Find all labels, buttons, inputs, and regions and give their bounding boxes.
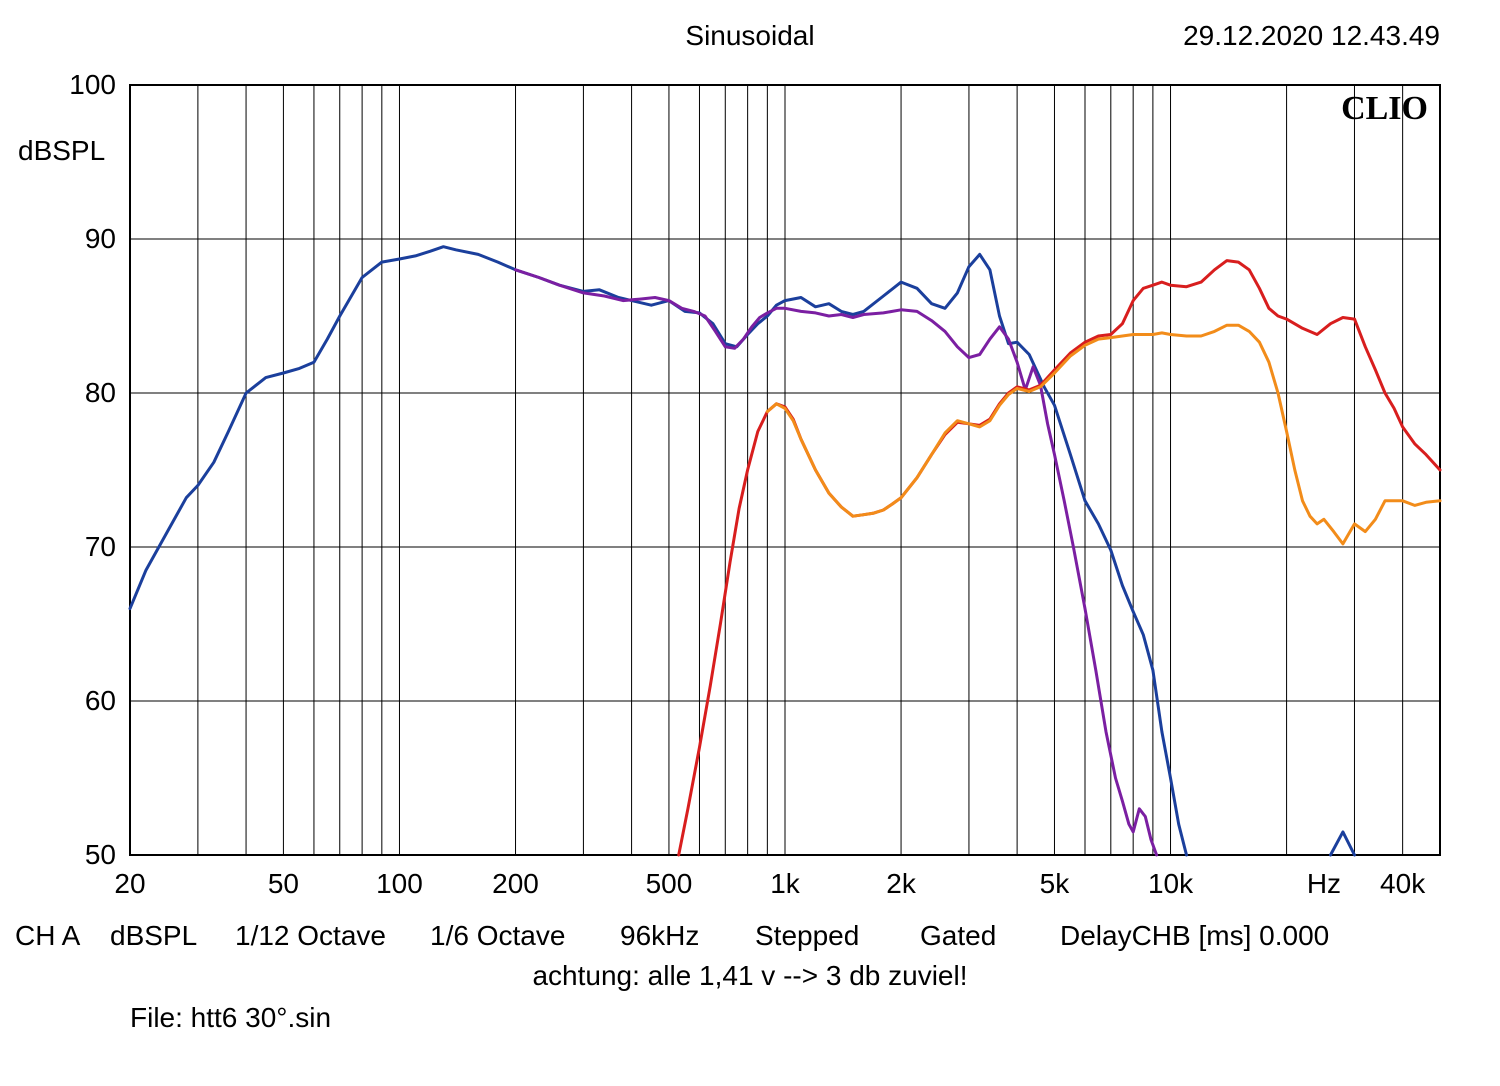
- footer-item: 1/6 Octave: [430, 920, 565, 951]
- x-tick-label: 20: [114, 868, 145, 899]
- y-tick-label: 80: [85, 377, 116, 408]
- x-tick-label: 1k: [770, 868, 801, 899]
- y-tick-label: 50: [85, 839, 116, 870]
- y-tick-label: 70: [85, 531, 116, 562]
- footer-item: dBSPL: [110, 920, 197, 951]
- footer-item: Gated: [920, 920, 996, 951]
- chart-title: Sinusoidal: [685, 20, 814, 51]
- x-tick-label: 5k: [1040, 868, 1071, 899]
- y-axis-label: dBSPL: [18, 135, 105, 166]
- chart-svg: Sinusoidal 29.12.2020 12.43.49 50 60 70 80 90 1…: [0, 0, 1500, 1086]
- footer-file: File: htt6 30°.sin: [130, 1002, 331, 1033]
- y-tick-label: 60: [85, 685, 116, 716]
- chart-container: Sinusoidal 29.12.2020 12.43.49 50 60 70 80 90 1…: [0, 0, 1500, 1086]
- y-tick-label: 100: [69, 69, 116, 100]
- clio-logo: CLIO: [1341, 90, 1428, 127]
- x-tick-label: 100: [376, 868, 423, 899]
- footer-item: 96kHz: [620, 920, 699, 951]
- x-tick-label: 50: [268, 868, 299, 899]
- footer-item: CH A: [15, 920, 81, 951]
- y-tick-label: 90: [85, 223, 116, 254]
- x-tick-label: 500: [646, 868, 693, 899]
- footer-item: DelayCHB [ms] 0.000: [1060, 920, 1329, 951]
- x-tick-label: 2k: [886, 868, 917, 899]
- x-tick-label: 200: [492, 868, 539, 899]
- footer-item: 1/12 Octave: [235, 920, 386, 951]
- footer-note: achtung: alle 1,41 v --> 3 db zuviel!: [532, 960, 967, 991]
- x-tick-label: 40k: [1380, 868, 1426, 899]
- chart-timestamp: 29.12.2020 12.43.49: [1183, 20, 1440, 51]
- x-tick-label: Hz: [1307, 868, 1341, 899]
- x-tick-label: 10k: [1148, 868, 1194, 899]
- footer-item: Stepped: [755, 920, 859, 951]
